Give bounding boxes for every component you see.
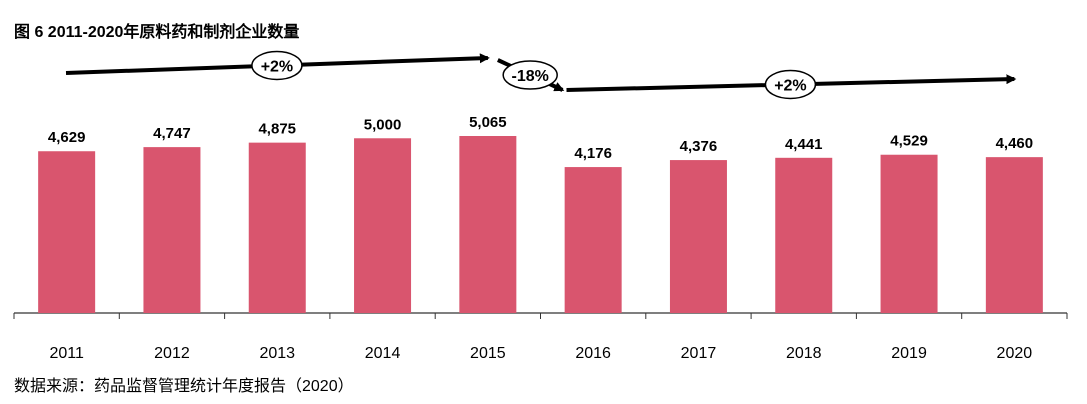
value-label-2011: 4,629 [48,129,86,146]
trend-label-oval [251,50,303,81]
trend-label-oval [764,69,817,100]
x-tick-label-2018: 2018 [786,345,822,362]
trend-label: -18% [511,68,548,85]
x-tick-label-2017: 2017 [681,345,717,362]
x-tick-label-2016: 2016 [575,345,611,362]
bar-2012 [143,147,201,313]
x-tick-label-2011: 2011 [49,345,84,362]
trend-label: +2% [261,59,293,76]
bar-2019 [880,154,938,313]
value-label-2014: 5,000 [364,116,402,133]
trend-label-oval [502,60,558,90]
bar-2011 [38,151,96,313]
value-label-2015: 5,065 [469,114,507,131]
bar-2018 [775,157,833,313]
x-tick-label-2019: 2019 [891,345,927,362]
x-tick-label-2015: 2015 [470,345,506,362]
bar-2015 [459,136,517,313]
bar-2020 [985,157,1043,313]
value-label-2013: 4,875 [258,121,296,138]
value-label-2020: 4,460 [996,135,1034,152]
value-label-2017: 4,376 [680,138,718,155]
x-tick-label-2020: 2020 [997,345,1033,362]
x-tick-label-2014: 2014 [365,345,401,362]
value-label-2016: 4,176 [574,145,612,162]
bar-2014 [354,138,412,313]
bar-2016 [564,167,622,313]
x-tick-label-2013: 2013 [259,345,295,362]
value-label-2018: 4,441 [785,136,823,153]
value-label-2019: 4,529 [890,133,928,150]
data-source-note: 数据来源：药品监督管理统计年度报告（2020） [14,378,354,395]
bar-2017 [669,160,727,313]
trend-label: +2% [774,78,806,95]
value-label-2012: 4,747 [153,125,191,142]
x-tick-label-2012: 2012 [154,345,190,362]
bar-2013 [248,142,306,313]
chart-title: 图 6 2011-2020年原料药和制剂企业数量 [14,24,300,41]
